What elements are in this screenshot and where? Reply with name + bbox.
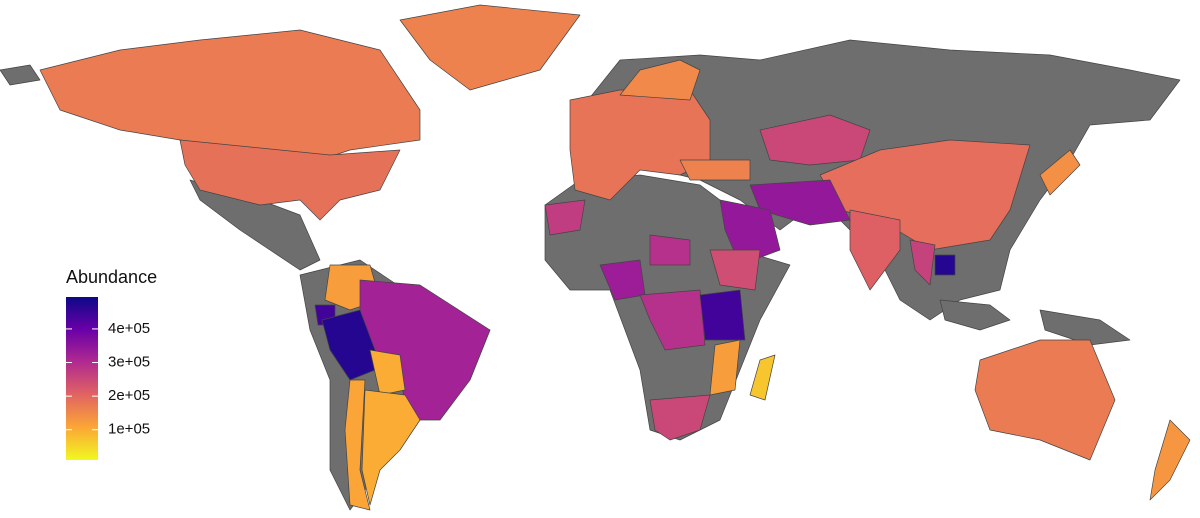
- region: [974, 339, 1116, 461]
- region: [1149, 419, 1191, 501]
- region: [369, 349, 406, 396]
- region: [649, 234, 691, 266]
- region: [179, 139, 401, 221]
- region: [849, 209, 901, 291]
- no-data-land: [1039, 309, 1131, 346]
- region: [934, 254, 956, 276]
- region: [709, 249, 761, 291]
- region: [361, 389, 421, 506]
- region: [344, 379, 371, 511]
- region: [749, 179, 851, 226]
- legend-title: Abundance: [66, 267, 157, 287]
- region: [619, 59, 701, 101]
- legend-tick-label: 1e+05: [108, 421, 150, 438]
- region: [639, 289, 706, 351]
- legend-tick-label: 4e+05: [108, 320, 150, 337]
- region: [699, 289, 746, 341]
- region: [749, 354, 776, 401]
- colorbar: [66, 297, 98, 460]
- region: [39, 29, 421, 161]
- region: [544, 199, 586, 236]
- legend-tick-label: 3e+05: [108, 354, 150, 371]
- region: [599, 259, 646, 301]
- region: [399, 4, 581, 91]
- region: [359, 279, 491, 421]
- legend-tick-label: 2e+05: [108, 387, 150, 404]
- region: [649, 394, 711, 441]
- no-data-land: [189, 179, 321, 271]
- region: [909, 239, 936, 286]
- region: [719, 199, 781, 266]
- no-data-land: [0, 64, 41, 86]
- region: [1039, 149, 1081, 196]
- land: [0, 4, 1191, 511]
- no-data-land: [939, 299, 1011, 331]
- region: [709, 339, 741, 396]
- region: [679, 159, 751, 181]
